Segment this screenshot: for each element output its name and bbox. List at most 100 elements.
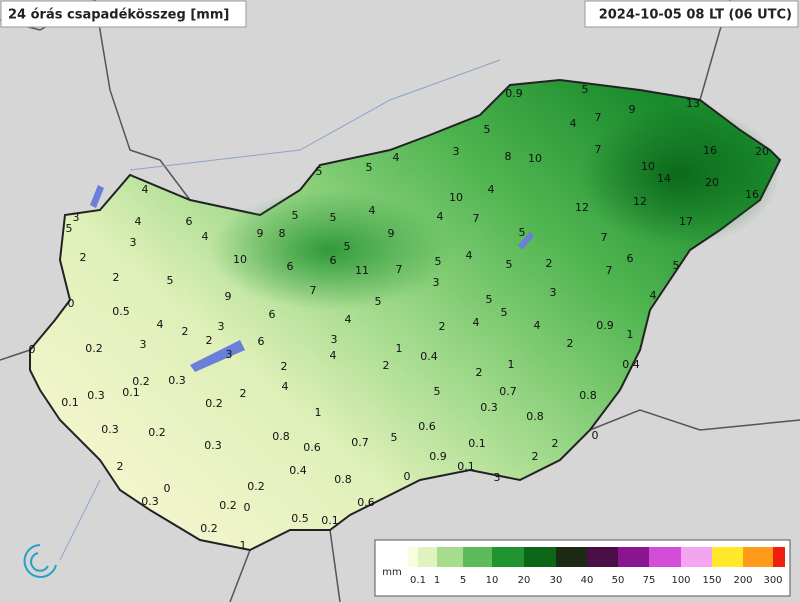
station-value: 0.2 [132, 375, 150, 388]
station-value: 2 [206, 334, 213, 347]
legend-swatch [681, 547, 712, 567]
station-value: 17 [679, 215, 693, 228]
station-value: 5 [391, 431, 398, 444]
station-value: 10 [449, 191, 463, 204]
station-value: 2 [532, 450, 539, 463]
legend-label: 75 [643, 575, 656, 586]
station-value: 3 [226, 348, 233, 361]
station-value: 4 [473, 316, 480, 329]
station-value: 0.7 [351, 436, 369, 449]
station-value: 10 [528, 152, 542, 165]
station-value: 5 [486, 293, 493, 306]
rivers [59, 59, 501, 561]
station-value: 0.2 [219, 499, 237, 512]
station-value: 1 [315, 406, 322, 419]
legend-swatch [492, 547, 524, 567]
station-value: 20 [755, 145, 769, 158]
station-value: 0.9 [429, 450, 447, 463]
station-value: 7 [396, 263, 403, 276]
station-value: 1 [627, 328, 634, 341]
station-value: 4 [393, 151, 400, 164]
station-value: 5 [484, 123, 491, 136]
station-value: 0.3 [480, 401, 498, 414]
station-value: 14 [657, 172, 671, 185]
station-value: 6 [330, 254, 337, 267]
station-value: 4 [466, 249, 473, 262]
station-value: 0.1 [321, 514, 339, 527]
station-value: 4 [369, 204, 376, 217]
rain-core [580, 105, 780, 245]
station-value: 7 [606, 264, 613, 277]
station-value: 6 [258, 335, 265, 348]
station-value: 4 [135, 215, 142, 228]
title-box [0, 0, 247, 28]
station-value: 10 [233, 253, 247, 266]
station-value: 12 [633, 195, 647, 208]
station-value: 0.3 [168, 374, 186, 387]
station-value: 3 [218, 320, 225, 333]
station-value: 4 [534, 319, 541, 332]
station-value: 0.7 [499, 385, 517, 398]
station-value: 7 [473, 212, 480, 225]
legend-label: 20 [518, 575, 531, 586]
station-value: 4 [570, 117, 577, 130]
legend-label: 30 [550, 575, 563, 586]
legend-label: 200 [733, 575, 752, 586]
station-value: 12 [575, 201, 589, 214]
legend-label: 150 [702, 575, 721, 586]
station-value: 2 [552, 437, 559, 450]
station-value: 0.9 [505, 87, 523, 100]
legend: 0.1 1 5 10 20 30 40 50 75 100 150 200 300 [408, 547, 785, 586]
station-value: 6 [287, 260, 294, 273]
legend-label: 0.1 [410, 575, 426, 586]
station-value: 0.4 [420, 350, 438, 363]
station-value: 2 [182, 325, 189, 338]
legend-label: 1 [434, 575, 440, 586]
station-value: 0.3 [141, 495, 159, 508]
station-value: 7 [601, 231, 608, 244]
station-value: 4 [345, 313, 352, 326]
station-value: 11 [355, 264, 369, 277]
station-value: 5 [506, 258, 513, 271]
station-value: 2 [240, 387, 247, 400]
rain-core [210, 190, 450, 310]
station-value: 0.3 [87, 389, 105, 402]
title: 24 órás csapadékösszeg [mm] [8, 8, 229, 23]
station-value: 0.8 [272, 430, 290, 443]
station-value: 0.4 [622, 358, 640, 371]
legend-swatch [408, 547, 418, 567]
station-value: 5 [501, 306, 508, 319]
station-value: 6 [269, 308, 276, 321]
station-value: 7 [310, 284, 317, 297]
lake [190, 340, 245, 372]
station-value: 4 [488, 183, 495, 196]
station-value: 0.1 [457, 460, 475, 473]
station-value: 16 [745, 188, 759, 201]
station-value: 2 [117, 460, 124, 473]
station-value: 0.3 [101, 423, 119, 436]
station-value: 0.2 [85, 342, 103, 355]
station-value: 16 [703, 144, 717, 157]
station-value: 4 [142, 183, 149, 196]
station-value: 3 [550, 286, 557, 299]
station-value: 6 [627, 252, 634, 265]
logo [23, 544, 57, 578]
station-value: 20 [705, 176, 719, 189]
station-value: 0 [29, 343, 36, 356]
station-value: 5 [66, 222, 73, 235]
station-value: 5 [519, 226, 526, 239]
station-value: 0.6 [418, 420, 436, 433]
station-value: 5 [167, 274, 174, 287]
station-value: 0 [68, 297, 75, 310]
station-value: 2 [439, 320, 446, 333]
legend-label: 5 [460, 575, 466, 586]
station-value: 5 [375, 295, 382, 308]
station-value: 13 [686, 97, 700, 110]
station-value: 10 [641, 160, 655, 173]
station-value: 4 [650, 289, 657, 302]
station-value: 0 [592, 429, 599, 442]
station-value: 0 [164, 482, 171, 495]
station-value: 4 [282, 380, 289, 393]
